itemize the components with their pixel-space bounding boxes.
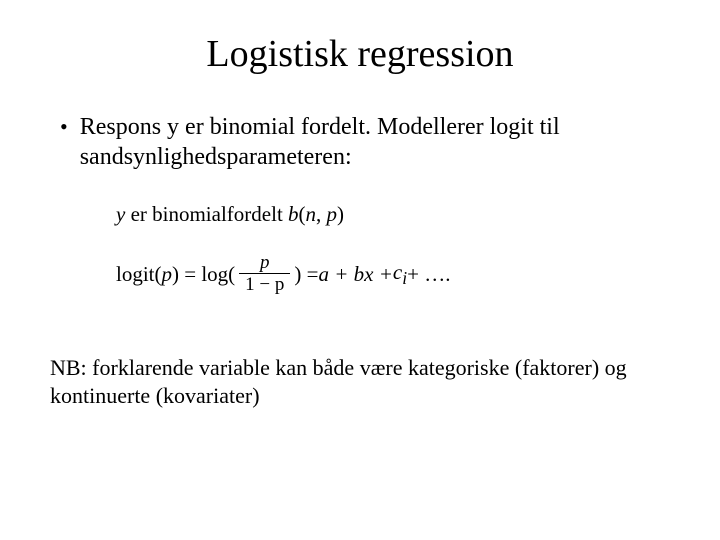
equation-2: logit( p) = log( p 1 − p ) = a + bx + ci… [50,253,670,296]
eq1-y: y [116,202,125,226]
slide-title: Logistisk regression [50,32,670,76]
bullet-item: • Respons y er binomial fordelt. Modelle… [50,112,670,172]
eq1-open: ( [299,202,306,226]
eq2-ci: ci [393,260,407,289]
eq1-comma: , [316,202,327,226]
eq2-logit: logit( [116,262,162,287]
eq2-mid1: ) = log( [172,262,235,287]
eq1-n: n [306,202,317,226]
eq1-b: b [288,202,299,226]
eq2-frac-num: p [254,253,276,273]
equation-1: y er binomialfordelt b(n, p) [50,202,670,227]
eq2-tail: + …. [407,262,450,287]
eq2-mid2: ) = [294,262,318,287]
bullet-text: Respons y er binomial fordelt. Modellere… [80,112,670,172]
eq2-rhs: a + bx + [318,262,392,287]
eq1-close: ) [337,202,344,226]
bullet-marker: • [60,112,68,142]
eq1-mid: er binomialfordelt [125,202,288,226]
eq1-p: p [327,202,338,226]
eq2-frac-den: 1 − p [239,273,290,296]
eq2-p1: p [162,262,173,287]
eq2-fraction: p 1 − p [239,253,290,296]
footnote: NB: forklarende variable kan både være k… [50,354,670,410]
